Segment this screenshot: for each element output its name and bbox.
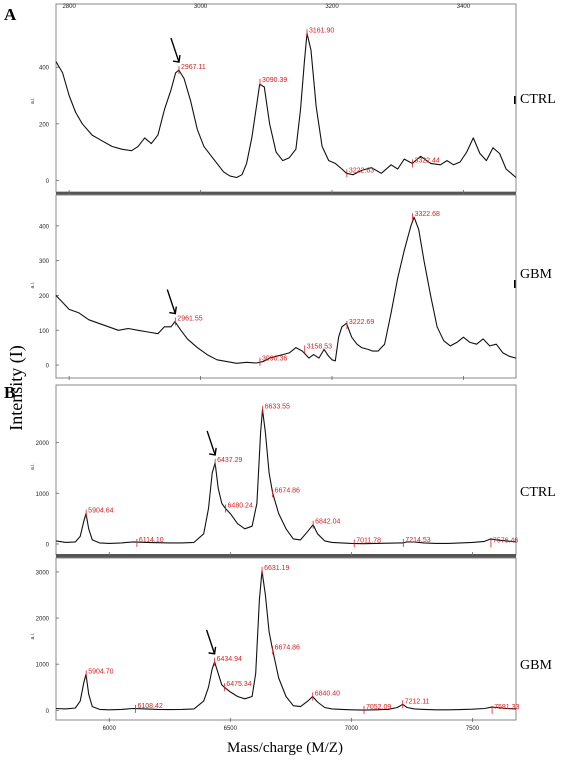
peak-label: 3090.39 bbox=[262, 77, 287, 84]
peak-label: 3158.53 bbox=[307, 343, 332, 350]
panel-a-ctrl-plot: 0 200 400 a.i. 2800 3000 3200 3400 2967.11 3090.3… bbox=[30, 4, 517, 194]
y-unit-label: a.i. bbox=[30, 97, 36, 104]
peak-label: 2961.55 bbox=[177, 316, 202, 323]
spectrum-line bbox=[55, 216, 517, 364]
y-tick-label: 2000 bbox=[36, 441, 50, 447]
y-tick-label: 300 bbox=[39, 259, 50, 265]
x-tick-label: 7500 bbox=[466, 726, 480, 732]
panel-b-ctrl-plot: 0 1000 2000 a.i. 5904.64 6114.10 6437.29 6480.2… bbox=[30, 404, 518, 556]
y-tick-label: 200 bbox=[39, 294, 50, 300]
peak-label: 6475.34 bbox=[226, 681, 251, 688]
peak-label: 6674.86 bbox=[275, 644, 300, 651]
peak-label: 6434.94 bbox=[217, 656, 242, 663]
peak-label: 7052.09 bbox=[366, 704, 391, 711]
peak-label: 7576.46 bbox=[493, 537, 518, 544]
x-tick-label: 3400 bbox=[457, 4, 471, 10]
panel-a-gbm-plot: 0 100 200 300 400 a.i. 2961.55 3090.36 3158.53 32… bbox=[30, 211, 517, 380]
peak-label: 6842.04 bbox=[315, 519, 340, 526]
panel-a-ctrl-marker bbox=[514, 96, 516, 104]
panel-a-divider bbox=[56, 192, 516, 195]
peak-label: 6480.24 bbox=[228, 502, 253, 509]
arrow-shaft bbox=[166, 289, 176, 314]
panel-b-letter: B bbox=[4, 383, 15, 402]
panel-a-letter: A bbox=[4, 5, 17, 24]
y-tick-label: 1000 bbox=[36, 492, 50, 498]
peak-label: 3161.90 bbox=[309, 27, 334, 34]
peak-label: 6437.29 bbox=[217, 457, 242, 464]
y-tick-label: 0 bbox=[46, 709, 50, 715]
arrow-shaft bbox=[205, 629, 216, 655]
peak-label: 3222.63 bbox=[349, 167, 374, 174]
arrow-shaft bbox=[170, 37, 180, 63]
panel-a-frame bbox=[55, 3, 517, 193]
y-tick-label: 3000 bbox=[36, 570, 50, 576]
y-axis-label: Intensity (I) bbox=[6, 345, 27, 430]
peak-label: 7212.11 bbox=[405, 698, 430, 705]
peak-label: 5904.64 bbox=[88, 508, 113, 515]
y-unit-label: a.i. bbox=[30, 463, 36, 470]
panel-a-ctrl-label: CTRL bbox=[520, 92, 556, 107]
peak-label: 5904.70 bbox=[88, 668, 113, 675]
peak-label: 3090.36 bbox=[262, 356, 287, 363]
arrow-head bbox=[172, 54, 181, 63]
peak-label: 2967.11 bbox=[181, 64, 206, 71]
peak-label: 7011.78 bbox=[356, 537, 381, 544]
y-tick-label: 1000 bbox=[36, 663, 50, 669]
arrow-shaft bbox=[206, 430, 216, 456]
y-tick-label: 0 bbox=[46, 364, 50, 370]
peak-label: 7581.33 bbox=[494, 704, 519, 711]
arrow-head bbox=[169, 306, 177, 315]
peak-label: 6840.40 bbox=[315, 690, 340, 697]
spectrum-line bbox=[55, 409, 517, 545]
spectrum-line bbox=[55, 32, 517, 179]
panel-a-gbm-frame bbox=[55, 194, 517, 379]
panel-b-gbm-label: GBM bbox=[520, 658, 552, 673]
x-axis-label: Mass/charge (M/Z) bbox=[227, 740, 343, 756]
x-tick-label: 6000 bbox=[103, 726, 117, 732]
peak-label: 6108.42 bbox=[138, 703, 163, 710]
panel-b-gbm-frame bbox=[55, 557, 517, 721]
peak-label: 6674.86 bbox=[275, 487, 300, 494]
peak-label: 6631.19 bbox=[264, 565, 289, 572]
peak-label: 3322.44 bbox=[414, 157, 439, 164]
y-tick-label: 2000 bbox=[36, 617, 50, 623]
peak-label: 3222.69 bbox=[349, 319, 374, 326]
panel-b-divider bbox=[56, 554, 516, 558]
x-tick-label: 3200 bbox=[325, 4, 339, 10]
y-unit-label: a.i. bbox=[30, 633, 36, 640]
y-tick-label: 100 bbox=[39, 329, 50, 335]
x-tick-label: 2800 bbox=[62, 4, 76, 10]
arrow-head bbox=[208, 646, 217, 655]
spectrum-line bbox=[55, 570, 517, 711]
panel-b-gbm-plot: 0 1000 2000 3000 a.i. 6000 6500 7000 7500 5904.70… bbox=[30, 565, 520, 732]
y-tick-label: 0 bbox=[46, 542, 50, 548]
x-tick-label: 6500 bbox=[224, 726, 238, 732]
peak-label: 6114.10 bbox=[139, 537, 164, 544]
x-tick-label: 7000 bbox=[345, 726, 359, 732]
y-tick-label: 0 bbox=[46, 179, 50, 185]
y-tick-label: 400 bbox=[39, 66, 50, 72]
peak-label: 7214.53 bbox=[405, 537, 430, 544]
arrow-head bbox=[209, 447, 217, 456]
panel-b-ctrl-label: CTRL bbox=[520, 485, 556, 500]
peak-label: 6633.55 bbox=[265, 404, 290, 411]
y-tick-label: 200 bbox=[39, 122, 50, 128]
peak-label: 3322.68 bbox=[415, 211, 440, 218]
panel-a-gbm-marker bbox=[514, 280, 516, 288]
y-unit-label: a.i. bbox=[30, 282, 36, 289]
panel-a-gbm-label: GBM bbox=[520, 267, 552, 282]
x-tick-label: 3000 bbox=[194, 4, 208, 10]
y-tick-label: 400 bbox=[39, 224, 50, 230]
